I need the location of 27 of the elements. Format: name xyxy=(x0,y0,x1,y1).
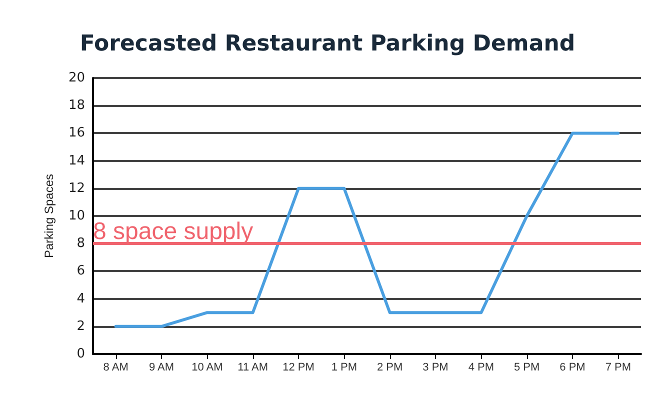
x-tick-label: 9 AM xyxy=(148,362,174,374)
y-tick-label: 18 xyxy=(68,98,85,114)
chart-title: Forecasted Restaurant Parking Demand xyxy=(80,32,576,56)
x-tick-label: 8 AM xyxy=(103,362,128,374)
x-tick-label: 10 AM xyxy=(192,362,223,374)
x-tick-label: 2 PM xyxy=(376,362,403,374)
y-tick-label: 10 xyxy=(68,208,85,224)
y-tick-label: 12 xyxy=(68,180,85,196)
x-tick-label: 6 PM xyxy=(560,362,586,374)
ref-line-label: 8 space supply xyxy=(93,218,254,246)
x-tick-label: 4 PM xyxy=(468,362,494,374)
x-tick-label: 1 PM xyxy=(331,362,358,374)
y-tick-label: 4 xyxy=(76,291,85,306)
y-tick-label: 8 xyxy=(76,236,85,252)
x-tick-label: 11 AM xyxy=(238,362,268,374)
line-series xyxy=(114,132,620,328)
y-tick-label: 14 xyxy=(68,153,85,168)
y-tick-label: 0 xyxy=(76,346,85,362)
y-tick-label: 16 xyxy=(68,126,85,141)
y-tick-label: 2 xyxy=(76,318,85,334)
x-tick-label: 5 PM xyxy=(514,362,540,374)
x-tick-label: 7 PM xyxy=(605,362,632,374)
y-tick-label: 20 xyxy=(68,70,85,86)
x-tick-label: 12 PM xyxy=(282,362,314,374)
y-axis-title: Parking Spaces xyxy=(42,174,56,258)
y-tick-label: 6 xyxy=(76,264,85,279)
x-tick-label: 3 PM xyxy=(422,362,448,374)
